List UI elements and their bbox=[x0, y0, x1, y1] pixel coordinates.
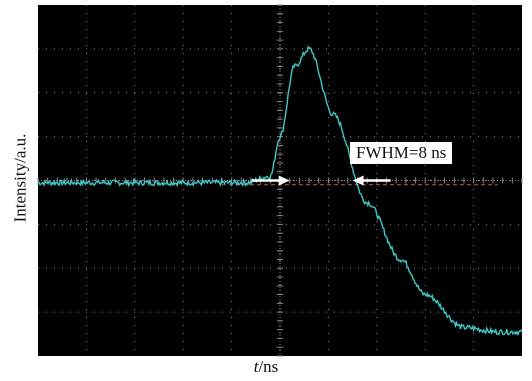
y-axis-label-text: Intensity/a.u. bbox=[10, 133, 30, 223]
y-axis-label: Intensity/a.u. bbox=[7, 0, 33, 356]
x-axis-label-unit: /ns bbox=[258, 357, 279, 376]
fwhm-annotation: FWHM=8 ns bbox=[350, 142, 453, 164]
x-axis-label-variable: t bbox=[253, 357, 259, 376]
fwhm-left-arrow-icon bbox=[278, 175, 290, 186]
fwhm-right-arrow-icon bbox=[352, 175, 364, 186]
signal-trace bbox=[37, 45, 523, 337]
x-axis-label: t/ns bbox=[0, 357, 532, 377]
